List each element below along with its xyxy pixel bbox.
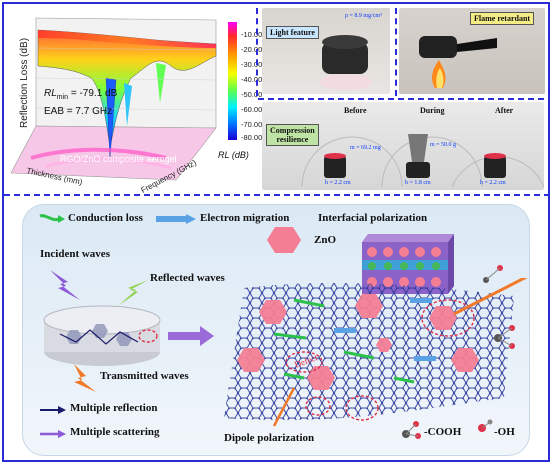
compression-label: Compression resilience — [266, 124, 319, 146]
rl-3d-plot — [6, 8, 256, 186]
cooh-label: -COOH — [424, 426, 462, 438]
mass-during: m = 50.0 g — [430, 142, 457, 148]
height-after: h = 2.2 cm — [480, 180, 506, 186]
density-label: ρ = 8.9 mg/cm³ — [345, 13, 382, 19]
reflected-waves-label: Reflected waves — [150, 272, 225, 284]
reflected-wave-bolt-icon — [118, 280, 148, 306]
light-feature-label: Light feature — [266, 26, 319, 39]
electron-migration-label: Electron migration — [200, 212, 290, 224]
cooh-molecule-icon — [402, 421, 421, 439]
zno-hexagon-icon — [267, 227, 301, 253]
zoom-arrow-icon — [168, 326, 214, 346]
colorbar-tick: -10.00 — [241, 30, 263, 39]
aerogel-on-flower — [320, 35, 372, 90]
colorbar-tick: -20.00 — [241, 45, 263, 54]
dipole-polarization-label: Dipole polarization — [224, 432, 315, 444]
y-axis-label: Reflection Loss (dB) — [19, 37, 30, 128]
stage-before: Before — [344, 106, 367, 115]
functional-group-icon — [494, 325, 515, 349]
height-during: h = 1.8 cm — [405, 180, 431, 186]
colorbar-tick: -70.00 — [241, 120, 263, 129]
electron-migration-arrow-icon — [156, 214, 196, 224]
separator-horizontal — [258, 98, 544, 100]
separator-horizontal — [4, 194, 550, 196]
multiple-reflection-label: Multiple reflection — [70, 402, 158, 414]
multiple-scattering-label: Multiple scattering — [70, 426, 160, 438]
rl-symbol: RL — [44, 88, 57, 99]
aerogel-in-flame — [419, 36, 497, 88]
compression-label-line1: Compression — [270, 126, 315, 135]
compression-photo — [262, 102, 544, 190]
colorbar-tick: -40.00 — [241, 75, 263, 84]
colorbar-tick: -60.00 — [241, 105, 263, 114]
zno-label: ZnO — [314, 234, 337, 246]
conduction-loss-arrow-icon — [39, 214, 65, 223]
separator-vertical — [395, 8, 397, 96]
stage-during: During — [420, 106, 445, 115]
functional-group-icon — [483, 265, 503, 283]
transmitted-wave-bolt-icon — [74, 364, 96, 392]
colorbar-tick: -80.00 — [241, 133, 263, 142]
graphene-sheet — [224, 278, 528, 427]
colorbar-tick: -50.00 — [241, 90, 263, 99]
rl-min-value: = -79.1 dB — [68, 88, 118, 99]
colorbar — [228, 22, 237, 140]
rl-min-note: RLmin = -79.1 dB — [44, 88, 117, 101]
colorbar-label: RL (dB) — [218, 150, 249, 160]
multiple-scattering-arrow-icon — [40, 430, 66, 438]
aerogel-disc — [43, 305, 161, 366]
compression-sequence — [301, 134, 544, 188]
mass-before: m = 69.2 mg — [350, 145, 381, 151]
figure-frame — [2, 2, 550, 462]
flame-retardant-label: Flame retardant — [470, 12, 535, 25]
compression-label-line2: resilience — [276, 135, 309, 144]
stage-after: After — [495, 106, 514, 115]
incident-waves-label: Incident waves — [40, 248, 110, 260]
light-feature-photo — [262, 8, 390, 94]
oh-molecule-icon — [478, 419, 493, 432]
colorbar-tick: -30.00 — [241, 60, 263, 69]
material-label: RGO/ZnO composite aerogel — [60, 154, 177, 164]
oh-label: -OH — [494, 426, 515, 438]
interfacial-polarization-label: Interfacial polarization — [318, 212, 428, 224]
transmitted-waves-label: Transmitted waves — [100, 370, 189, 382]
height-before: h = 2.2 cm — [325, 180, 351, 186]
conduction-loss-label: Conduction loss — [68, 212, 143, 224]
eab-note: EAB = 7.7 GHz — [44, 106, 113, 117]
incident-wave-bolt-icon — [50, 270, 80, 300]
multiple-reflection-arrow-icon — [40, 406, 66, 414]
separator-vertical — [256, 8, 258, 96]
rl-surface — [10, 17, 217, 181]
rl-subscript: min — [56, 94, 69, 101]
